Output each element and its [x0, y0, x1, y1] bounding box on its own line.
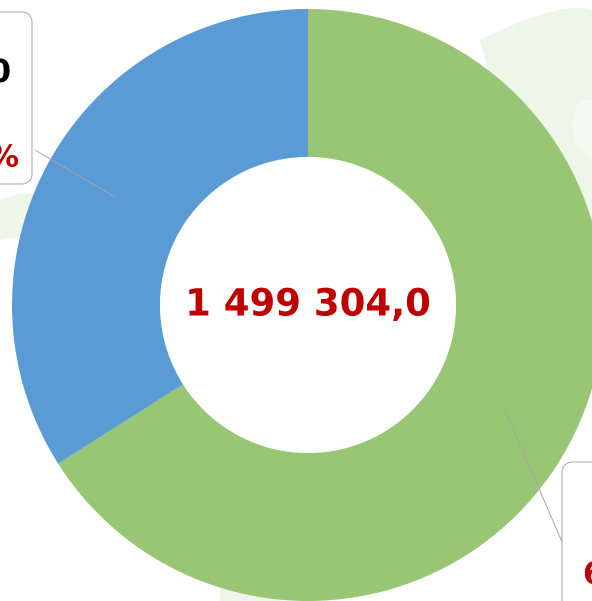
donut-segment — [58, 9, 592, 601]
callout-text: 6 — [583, 557, 592, 592]
callout-text: 0 — [0, 52, 11, 90]
donut-hole — [160, 157, 456, 453]
callout-text: % — [0, 140, 19, 175]
center-label: 1 499 304,0 — [185, 282, 431, 325]
leader-line — [34, 149, 116, 198]
donut-segment — [12, 9, 309, 464]
callout-box — [0, 11, 33, 185]
donut — [12, 9, 592, 601]
callout-box — [561, 461, 592, 601]
leader-line — [504, 409, 573, 566]
